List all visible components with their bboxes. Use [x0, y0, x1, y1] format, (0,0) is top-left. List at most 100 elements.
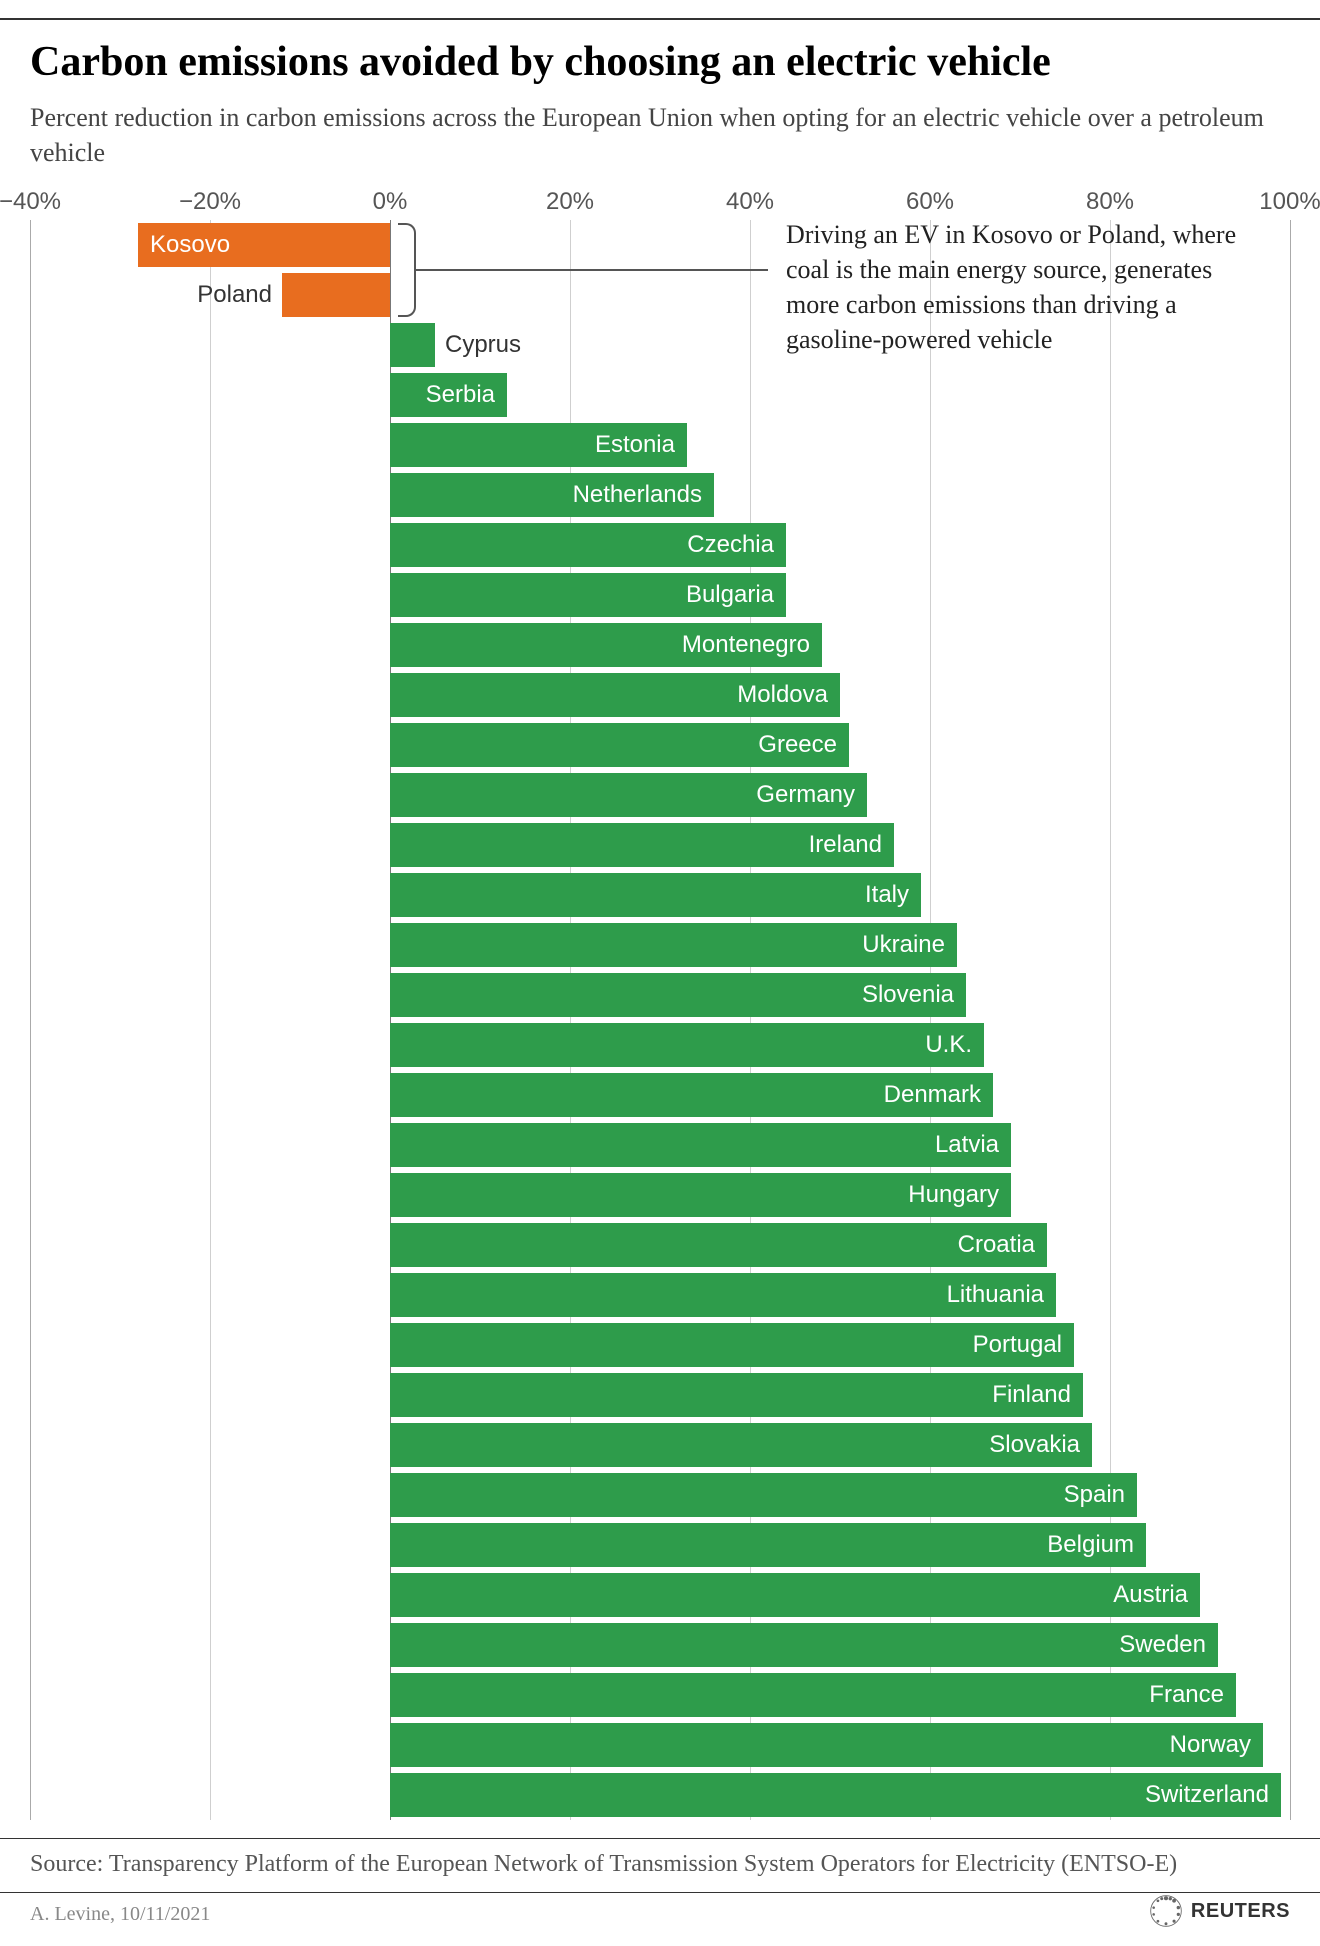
bar-label: Cyprus: [445, 331, 521, 359]
bar: [282, 273, 390, 317]
bar-row: Ukraine: [30, 923, 1290, 967]
bar: Germany: [390, 773, 867, 817]
bar: Belgium: [390, 1523, 1146, 1567]
bar-row: Sweden: [30, 1623, 1290, 1667]
bar: Ukraine: [390, 923, 957, 967]
bar-label: Montenegro: [390, 631, 822, 659]
bar-label: Finland: [390, 1381, 1083, 1409]
bar-row: Croatia: [30, 1223, 1290, 1267]
x-tick-label: 100%: [1259, 188, 1320, 216]
bar: Estonia: [390, 423, 687, 467]
bar-row: Lithuania: [30, 1273, 1290, 1317]
bar-label: Slovakia: [390, 1431, 1092, 1459]
bar-row: Hungary: [30, 1173, 1290, 1217]
bar: Montenegro: [390, 623, 822, 667]
x-tick-label: 20%: [546, 188, 594, 216]
bar: Czechia: [390, 523, 786, 567]
bar-row: Finland: [30, 1373, 1290, 1417]
bar-label: Denmark: [390, 1081, 993, 1109]
x-axis-labels: −40% −20% 0% 20% 40% 60% 80% 100%: [0, 188, 1320, 220]
bar-label: Belgium: [390, 1531, 1146, 1559]
bar: Italy: [390, 873, 921, 917]
bar-label: Spain: [390, 1481, 1137, 1509]
reuters-ring-icon: [1149, 1894, 1183, 1928]
bar: Switzerland: [390, 1773, 1281, 1817]
bar-row: Montenegro: [30, 623, 1290, 667]
bar-row: Belgium: [30, 1523, 1290, 1567]
bar-label: U.K.: [390, 1031, 984, 1059]
bar-row: Estonia: [30, 423, 1290, 467]
bar: Slovakia: [390, 1423, 1092, 1467]
bar-label: Latvia: [390, 1131, 1011, 1159]
bar-row: Czechia: [30, 523, 1290, 567]
bar-label: Ukraine: [390, 931, 957, 959]
bar: Kosovo: [138, 223, 390, 267]
top-rule: [0, 18, 1320, 20]
bar-label: Czechia: [390, 531, 786, 559]
bar-label: Netherlands: [390, 481, 714, 509]
bar: Norway: [390, 1723, 1263, 1767]
x-tick-label: 80%: [1086, 188, 1134, 216]
bar: Lithuania: [390, 1273, 1056, 1317]
x-tick-label: 40%: [726, 188, 774, 216]
x-tick-label: 0%: [373, 188, 408, 216]
bar-row: Portugal: [30, 1323, 1290, 1367]
bar: Ireland: [390, 823, 894, 867]
bar-row: Norway: [30, 1723, 1290, 1767]
bar-label: Switzerland: [390, 1781, 1281, 1809]
chart-title: Carbon emissions avoided by choosing an …: [30, 38, 1290, 86]
brand-text: REUTERS: [1191, 1900, 1290, 1923]
bar-label: Bulgaria: [390, 581, 786, 609]
bar-label: Lithuania: [390, 1281, 1056, 1309]
bar-row: Denmark: [30, 1073, 1290, 1117]
bar-label: Austria: [390, 1581, 1200, 1609]
x-tick-label: −20%: [179, 188, 241, 216]
annotation-text: Driving an EV in Kosovo or Poland, where…: [786, 217, 1256, 357]
bar: Croatia: [390, 1223, 1047, 1267]
bar: [390, 323, 435, 367]
bar-label: Portugal: [390, 1331, 1074, 1359]
bar: Serbia: [390, 373, 507, 417]
bar-label: Ireland: [390, 831, 894, 859]
bar-label: Poland: [197, 281, 272, 309]
bar: Austria: [390, 1573, 1200, 1617]
bar-label: Greece: [390, 731, 849, 759]
bar-row: Serbia: [30, 373, 1290, 417]
bar-row: Italy: [30, 873, 1290, 917]
bar-row: U.K.: [30, 1023, 1290, 1067]
bar: Greece: [390, 723, 849, 767]
bar-row: Latvia: [30, 1123, 1290, 1167]
chart-frame: Carbon emissions avoided by choosing an …: [0, 0, 1320, 1946]
bar-row: Slovakia: [30, 1423, 1290, 1467]
bar-row: Bulgaria: [30, 573, 1290, 617]
bar-row: Germany: [30, 773, 1290, 817]
bar-label: Moldova: [390, 681, 840, 709]
bar-label: Serbia: [390, 381, 507, 409]
bar: Netherlands: [390, 473, 714, 517]
source-line: Source: Transparency Platform of the Eur…: [30, 1851, 1290, 1878]
bar-label: Kosovo: [138, 231, 390, 259]
bar-label: Hungary: [390, 1181, 1011, 1209]
bar-chart: Kosovo Poland Cyprus Serbia Estonia Netherlan…: [30, 220, 1290, 1820]
bar-label: Germany: [390, 781, 867, 809]
bar: Hungary: [390, 1173, 1011, 1217]
bar: Moldova: [390, 673, 840, 717]
bar-row: Moldova: [30, 673, 1290, 717]
annotation-bracket: [398, 223, 416, 317]
bar: Slovenia: [390, 973, 966, 1017]
x-tick-label: −40%: [0, 188, 61, 216]
bar-row: Slovenia: [30, 973, 1290, 1017]
bar: Latvia: [390, 1123, 1011, 1167]
bar: Bulgaria: [390, 573, 786, 617]
bar: Sweden: [390, 1623, 1218, 1667]
x-tick-label: 60%: [906, 188, 954, 216]
bar: Finland: [390, 1373, 1083, 1417]
bar-row: Austria: [30, 1573, 1290, 1617]
bar: Spain: [390, 1473, 1137, 1517]
bar-row: France: [30, 1673, 1290, 1717]
bar: France: [390, 1673, 1236, 1717]
annotation-connector: [416, 269, 768, 271]
bar-label: Sweden: [390, 1631, 1218, 1659]
bar: Portugal: [390, 1323, 1074, 1367]
bar-label: Slovenia: [390, 981, 966, 1009]
